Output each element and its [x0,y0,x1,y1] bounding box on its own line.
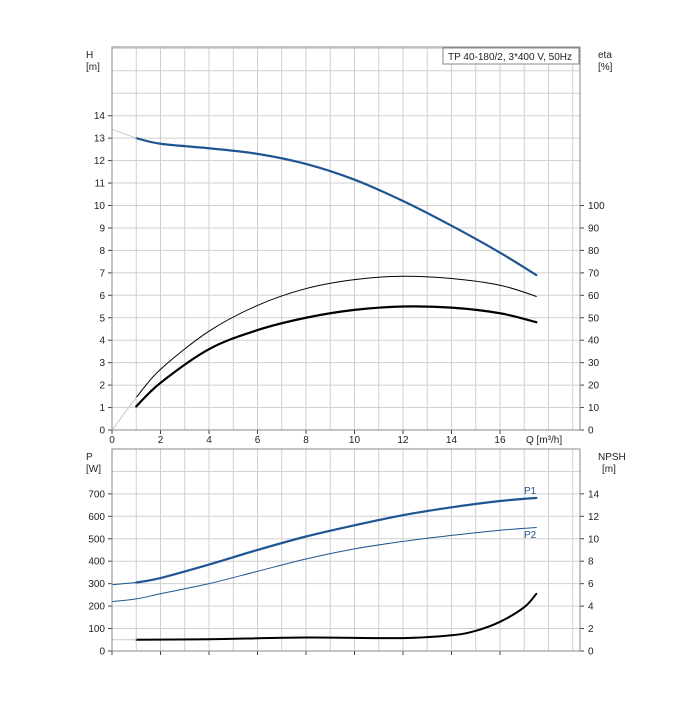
flow-axis-label: Q [m³/h] [526,435,562,446]
top-panel-frame [111,46,581,431]
top-series-line-3 [135,305,538,408]
bottom-panel-grid [112,449,580,651]
head-tick-label: 2 [99,381,105,392]
power-tick-label: 500 [88,534,105,545]
head-tick-label: 1 [99,403,105,414]
npsh-tick-label: 6 [588,579,594,590]
power-tick-label: 0 [99,647,105,658]
npsh-tick-label: 4 [588,602,594,613]
head-tick-label: 8 [99,246,105,257]
head-tick-label: 5 [99,313,105,324]
eta-tick-label: 0 [588,426,594,437]
flow-tick-label: 6 [255,435,261,446]
top-series-line-4 [111,396,137,431]
npsh-tick-label: 14 [588,489,600,500]
flow-tick-label: 8 [303,435,309,446]
head-tick-label: 9 [99,223,105,234]
power-tick-label: 400 [88,557,105,568]
head-axis-unit: [m] [86,62,100,73]
bottom-panel-frame [111,448,581,652]
power-axis-label: P [86,452,93,463]
top-series-line-0 [135,137,538,277]
eta-axis-label: eta [598,50,612,61]
head-tick-label: 14 [94,111,106,122]
title-box [442,47,580,65]
npsh-tick-label: 12 [588,512,600,523]
flow-tick-label: 12 [397,435,409,446]
top-panel-axes: 0123456789101112131401020304050607080901… [94,111,605,446]
title-box-text: TP 40-180/2, 3*400 V, 50Hz [448,52,572,63]
eta-tick-label: 60 [588,291,600,302]
bottom-series-line-3 [135,592,538,641]
head-tick-label: 7 [99,268,105,279]
power-tick-label: 600 [88,512,105,523]
npsh-tick-label: 2 [588,624,594,635]
flow-tick-label: 2 [158,435,164,446]
eta-tick-label: 20 [588,381,600,392]
head-tick-label: 6 [99,291,105,302]
eta-tick-label: 10 [588,403,600,414]
head-tick-label: 13 [94,134,106,145]
head-axis-label: H [86,50,93,61]
head-tick-label: 4 [99,336,105,347]
p1-series-label: P1 [524,486,537,497]
power-tick-label: 700 [88,489,105,500]
power-tick-label: 300 [88,579,105,590]
flow-tick-label: 4 [206,435,212,446]
top-panel-grid [112,47,580,430]
bottom-series-line-1 [111,527,537,603]
npsh-axis-unit: [m] [602,464,616,475]
p2-series-label: P2 [524,530,537,541]
bottom-series-line-0 [135,496,538,584]
eta-tick-label: 70 [588,268,600,279]
head-tick-label: 10 [94,201,106,212]
top-series-line-2 [135,275,537,398]
npsh-tick-label: 0 [588,647,594,658]
bottom-panel-series [111,496,538,641]
head-tick-label: 3 [99,358,105,369]
top-series-line-1 [111,128,137,139]
flow-tick-label: 10 [349,435,361,446]
power-tick-label: 100 [88,624,105,635]
head-tick-label: 12 [94,156,106,167]
flow-tick-label: 14 [446,435,458,446]
flow-tick-label: 0 [109,435,115,446]
power-axis-unit: [W] [86,464,101,475]
eta-tick-label: 100 [588,201,605,212]
eta-tick-label: 50 [588,313,600,324]
eta-tick-label: 30 [588,358,600,369]
npsh-tick-label: 8 [588,557,594,568]
bottom-panel-axes: 0 100 200 300 400 500 600 700 0 2 4 6 8 10 12 14 [88,489,599,657]
eta-tick-label: 80 [588,246,600,257]
bottom-series-line-2 [111,582,137,586]
head-tick-label: 11 [95,179,106,190]
flow-tick-label: 16 [494,435,506,446]
eta-axis-unit: [%] [598,62,613,73]
head-tick-label: 0 [99,426,105,437]
npsh-axis-label: NPSH [598,452,626,463]
eta-tick-label: 40 [588,336,600,347]
power-tick-label: 200 [88,602,105,613]
npsh-tick-label: 10 [588,534,600,545]
top-panel-series [111,128,538,431]
eta-tick-label: 90 [588,223,600,234]
